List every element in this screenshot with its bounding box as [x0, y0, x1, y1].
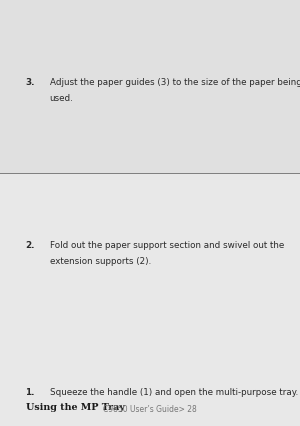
Polygon shape [0, 0, 300, 173]
Text: C9850 User’s Guide> 28: C9850 User’s Guide> 28 [103, 405, 197, 414]
Text: 3.: 3. [26, 78, 35, 86]
Text: used.: used. [50, 94, 73, 103]
Text: 1.: 1. [26, 388, 35, 397]
Text: Squeeze the handle (1) and open the multi-purpose tray.: Squeeze the handle (1) and open the mult… [50, 388, 298, 397]
Text: Adjust the paper guides (3) to the size of the paper being: Adjust the paper guides (3) to the size … [50, 78, 300, 86]
Text: Fold out the paper support section and swivel out the: Fold out the paper support section and s… [50, 241, 284, 250]
Text: extension supports (2).: extension supports (2). [50, 257, 151, 266]
Text: 2.: 2. [26, 241, 35, 250]
Text: Using the MP Tray: Using the MP Tray [26, 403, 124, 412]
